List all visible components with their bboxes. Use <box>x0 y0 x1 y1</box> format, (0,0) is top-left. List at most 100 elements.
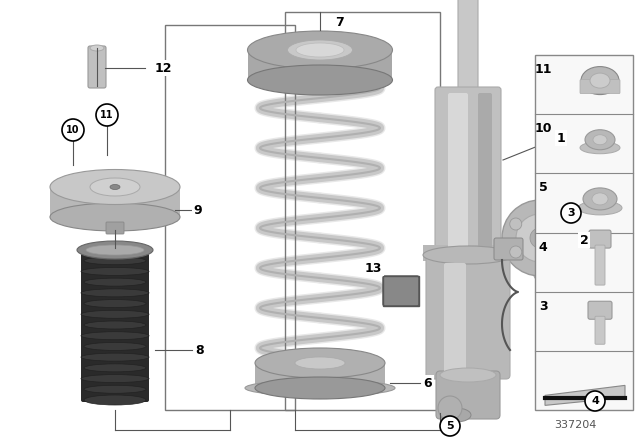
Circle shape <box>440 416 460 436</box>
FancyBboxPatch shape <box>248 50 392 80</box>
Ellipse shape <box>81 246 149 254</box>
Ellipse shape <box>110 185 120 190</box>
Circle shape <box>530 228 550 248</box>
Ellipse shape <box>255 348 385 378</box>
FancyBboxPatch shape <box>88 46 106 88</box>
FancyBboxPatch shape <box>436 371 500 419</box>
Ellipse shape <box>245 380 395 396</box>
Ellipse shape <box>81 310 149 318</box>
Ellipse shape <box>296 43 344 57</box>
Ellipse shape <box>81 375 149 383</box>
Ellipse shape <box>585 130 615 150</box>
Ellipse shape <box>248 65 392 95</box>
Ellipse shape <box>580 142 620 154</box>
Bar <box>535 55 633 410</box>
Circle shape <box>558 218 570 230</box>
FancyBboxPatch shape <box>580 80 620 94</box>
Circle shape <box>96 104 118 126</box>
Text: 13: 13 <box>364 262 381 275</box>
Ellipse shape <box>441 408 471 422</box>
FancyBboxPatch shape <box>423 245 513 261</box>
Circle shape <box>585 391 605 411</box>
Text: 5: 5 <box>539 181 547 194</box>
Ellipse shape <box>81 267 149 276</box>
Text: 3: 3 <box>567 208 575 218</box>
Ellipse shape <box>581 67 619 95</box>
Ellipse shape <box>583 188 617 210</box>
Polygon shape <box>545 385 625 405</box>
Ellipse shape <box>84 395 146 405</box>
Ellipse shape <box>90 45 104 51</box>
Text: 4: 4 <box>591 396 599 406</box>
Bar <box>285 12 440 410</box>
Ellipse shape <box>590 73 610 88</box>
Bar <box>383 276 419 306</box>
Ellipse shape <box>86 245 144 255</box>
Circle shape <box>570 383 590 403</box>
Ellipse shape <box>84 364 146 372</box>
FancyBboxPatch shape <box>383 276 419 306</box>
FancyBboxPatch shape <box>478 93 492 255</box>
Ellipse shape <box>248 31 392 69</box>
Circle shape <box>438 396 462 420</box>
Ellipse shape <box>81 332 149 340</box>
Text: 5: 5 <box>446 421 454 431</box>
Ellipse shape <box>578 201 622 215</box>
Ellipse shape <box>440 368 496 382</box>
Ellipse shape <box>295 357 345 369</box>
Text: 11: 11 <box>534 63 552 76</box>
FancyBboxPatch shape <box>448 93 468 255</box>
FancyBboxPatch shape <box>595 245 605 285</box>
Circle shape <box>561 203 581 223</box>
Bar <box>165 25 295 410</box>
Text: 8: 8 <box>196 344 204 357</box>
FancyBboxPatch shape <box>589 230 611 248</box>
Ellipse shape <box>592 193 608 205</box>
Circle shape <box>516 214 564 262</box>
Text: 4: 4 <box>539 241 547 254</box>
Circle shape <box>502 200 578 276</box>
Ellipse shape <box>84 300 146 308</box>
Polygon shape <box>50 187 180 217</box>
Ellipse shape <box>77 241 153 259</box>
Ellipse shape <box>84 385 146 393</box>
Ellipse shape <box>287 40 353 60</box>
Circle shape <box>558 246 570 258</box>
Circle shape <box>509 246 522 258</box>
Ellipse shape <box>84 321 146 329</box>
Ellipse shape <box>255 377 385 399</box>
FancyBboxPatch shape <box>588 301 612 319</box>
Text: 337204: 337204 <box>554 420 596 430</box>
Text: 12: 12 <box>154 61 172 74</box>
Ellipse shape <box>84 278 146 286</box>
Text: 6: 6 <box>424 376 432 389</box>
Ellipse shape <box>84 342 146 350</box>
Ellipse shape <box>50 203 180 231</box>
Text: 3: 3 <box>539 300 547 313</box>
Text: 2: 2 <box>580 233 588 246</box>
Text: 11: 11 <box>100 110 114 120</box>
Circle shape <box>509 218 522 230</box>
Ellipse shape <box>81 289 149 297</box>
FancyBboxPatch shape <box>255 363 385 388</box>
Ellipse shape <box>81 353 149 361</box>
FancyBboxPatch shape <box>426 256 510 379</box>
FancyBboxPatch shape <box>458 0 478 97</box>
Ellipse shape <box>50 169 180 204</box>
Text: 10: 10 <box>67 125 80 135</box>
Text: 1: 1 <box>557 132 565 145</box>
Polygon shape <box>530 268 629 398</box>
FancyBboxPatch shape <box>81 248 149 402</box>
Text: 9: 9 <box>194 203 202 216</box>
Text: 7: 7 <box>335 16 344 29</box>
Ellipse shape <box>423 246 513 264</box>
Ellipse shape <box>90 178 140 196</box>
FancyBboxPatch shape <box>595 316 605 344</box>
Text: 10: 10 <box>534 122 552 135</box>
Ellipse shape <box>84 257 146 265</box>
Circle shape <box>62 119 84 141</box>
FancyBboxPatch shape <box>494 238 523 260</box>
FancyBboxPatch shape <box>435 87 501 263</box>
FancyBboxPatch shape <box>106 222 124 234</box>
FancyBboxPatch shape <box>444 263 466 375</box>
